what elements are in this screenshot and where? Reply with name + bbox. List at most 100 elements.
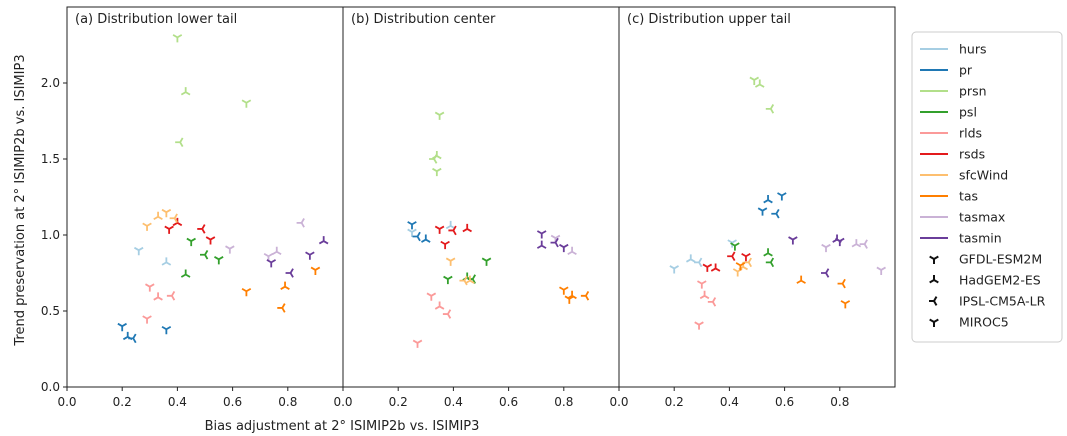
legend-label-psl: psl (959, 105, 977, 120)
point-tasmax-miroc5 (876, 266, 886, 275)
point-sfcwind-ipsl-cm5a-lr (169, 213, 178, 224)
point-pr-miroc5 (161, 325, 172, 335)
point-tasmin-miroc5 (835, 237, 845, 247)
point-rlds-gfdl-esm2m (145, 283, 155, 292)
legend-marker-ipsl-cm5a-lr (929, 296, 938, 306)
point-rsds-miroc5 (205, 236, 216, 245)
point-sfcwind-hadgem2-es (153, 211, 163, 221)
y-axis-label: Trend preservation at 2° ISIMIP2b vs. IS… (13, 54, 28, 346)
point-prsn-gfdl-esm2m (749, 76, 760, 85)
point-pr-gfdl-esm2m (117, 322, 127, 332)
axis-labels: Bias adjustment at 2° ISIMIP2b vs. ISIMI… (13, 54, 479, 434)
point-rsds-gfdl-esm2m (434, 225, 445, 234)
point-rlds-ipsl-cm5a-lr (442, 309, 452, 319)
point-tasmax-gfdl-esm2m (225, 245, 235, 254)
point-pr-ipsl-cm5a-lr (771, 208, 780, 219)
legend-marker-miroc5 (929, 318, 939, 327)
point-rlds-ipsl-cm5a-lr (707, 297, 717, 307)
point-tasmax-hadgem2-es (851, 239, 862, 248)
panels: 0.0 0.2 0.4 0.6 0.8 0.0 0.5 1.0 1.5 2.0 (a) Distri… (41, 6, 896, 409)
legend-marker-hadgem2-es (929, 275, 939, 284)
point-hurs-gfdl-esm2m (407, 228, 417, 237)
point-psl-ipsl-cm5a-lr (200, 249, 209, 260)
y-tick-label: 0.5 (41, 304, 60, 318)
legend-label-tasmin: tasmin (959, 231, 1002, 246)
legend-frame (911, 31, 1063, 343)
point-sfcwind-miroc5 (142, 222, 152, 231)
point-prsn-ipsl-cm5a-lr (175, 137, 184, 148)
point-rlds-miroc5 (412, 339, 423, 348)
point-tas-gfdl-esm2m (559, 286, 569, 295)
panel-1: 0.0 0.2 0.4 0.6 0.8 0.0 0.5 1.0 1.5 2.0 (a) Distri… (41, 6, 344, 409)
point-pr-hadgem2-es (421, 234, 431, 243)
point-rlds-gfdl-esm2m (697, 280, 707, 289)
point-psl-miroc5 (214, 256, 224, 265)
point-tasmin-hadgem2-es (318, 236, 329, 245)
point-sfcwind-gfdl-esm2m (445, 257, 456, 266)
panel-title: (c) Distribution upper tail (627, 12, 791, 27)
point-rlds-gfdl-esm2m (426, 292, 437, 301)
point-tasmax-hadgem2-es (271, 246, 282, 255)
point-pr-miroc5 (777, 192, 787, 201)
point-rsds-gfdl-esm2m (702, 263, 713, 272)
point-psl-ipsl-cm5a-lr (765, 257, 775, 268)
point-tasmax-hadgem2-es (567, 246, 577, 255)
panel-title: (a) Distribution lower tail (75, 12, 237, 27)
point-rsds-miroc5 (741, 253, 751, 262)
legend-label-tasmax: tasmax (959, 210, 1005, 225)
panel-frame (618, 6, 896, 388)
point-rsds-miroc5 (440, 240, 450, 250)
x-tick-label: 0.2 (113, 395, 132, 409)
point-prsn-hadgem2-es (754, 79, 765, 88)
point-prsn-hadgem2-es (432, 150, 442, 160)
point-tas-gfdl-esm2m (735, 262, 746, 271)
point-psl-miroc5 (481, 257, 492, 266)
panel-title: (b) Distribution center (351, 12, 496, 27)
point-tasmin-miroc5 (559, 243, 569, 253)
point-tas-hadgem2-es (280, 281, 290, 290)
x-tick-label: 0.4 (720, 395, 739, 409)
point-psl-hadgem2-es (763, 248, 773, 257)
legend-label-gfdl-esm2m: GFDL-ESM2M (959, 252, 1042, 267)
point-tasmax-gfdl-esm2m (821, 243, 831, 253)
point-sfcwind-ipsl-cm5a-lr (743, 257, 752, 268)
point-tasmin-ipsl-cm5a-lr (550, 237, 559, 248)
point-tasmax-ipsl-cm5a-lr (859, 239, 868, 249)
point-prsn-gfdl-esm2m (172, 34, 183, 43)
x-tick-label: 0.6 (775, 395, 794, 409)
y-tick-label: 0.0 (41, 380, 60, 394)
point-rsds-ipsl-cm5a-lr (197, 224, 206, 234)
legend-label-rlds: rlds (959, 126, 982, 141)
point-hurs-hadgem2-es (161, 257, 172, 266)
x-tick-label: 0.0 (609, 395, 628, 409)
legend-label-ipsl-cm5a-lr: IPSL-CM5A-LR (959, 294, 1046, 309)
x-tick-label: 0.2 (389, 395, 408, 409)
x-tick-label: 0.0 (57, 395, 76, 409)
point-prsn-gfdl-esm2m (434, 111, 445, 120)
legend-marker-gfdl-esm2m (929, 255, 939, 264)
x-tick-label: 0.0 (333, 395, 352, 409)
point-tasmin-gfdl-esm2m (536, 230, 547, 239)
legend-label-pr: pr (959, 63, 973, 78)
x-axis-label: Bias adjustment at 2° ISIMIP2b vs. ISIMI… (205, 419, 480, 434)
point-pr-hadgem2-es (763, 195, 773, 204)
legend-label-rsds: rsds (959, 147, 985, 162)
y-tick-label: 2.0 (41, 76, 60, 90)
point-tasmin-gfdl-esm2m (266, 259, 277, 268)
x-tick-label: 0.8 (278, 395, 297, 409)
x-tick-label: 0.2 (665, 395, 684, 409)
y-tick-label: 1.5 (41, 152, 60, 166)
point-tas-gfdl-esm2m (241, 287, 252, 297)
point-rlds-miroc5 (694, 321, 704, 330)
point-hurs-ipsl-cm5a-lr (694, 257, 703, 268)
point-rsds-hadgem2-es (462, 223, 472, 233)
point-sfcwind-ipsl-cm5a-lr (459, 275, 468, 286)
point-prsn-ipsl-cm5a-lr (429, 154, 438, 164)
point-psl-gfdl-esm2m (730, 242, 740, 251)
point-pr-gfdl-esm2m (407, 221, 417, 230)
point-hurs-hadgem2-es (685, 254, 696, 263)
point-psl-gfdl-esm2m (443, 275, 453, 285)
point-rlds-miroc5 (142, 315, 152, 324)
legend-label-prsn: prsn (959, 84, 987, 99)
legend-label-miroc5: MIROC5 (959, 315, 1009, 330)
